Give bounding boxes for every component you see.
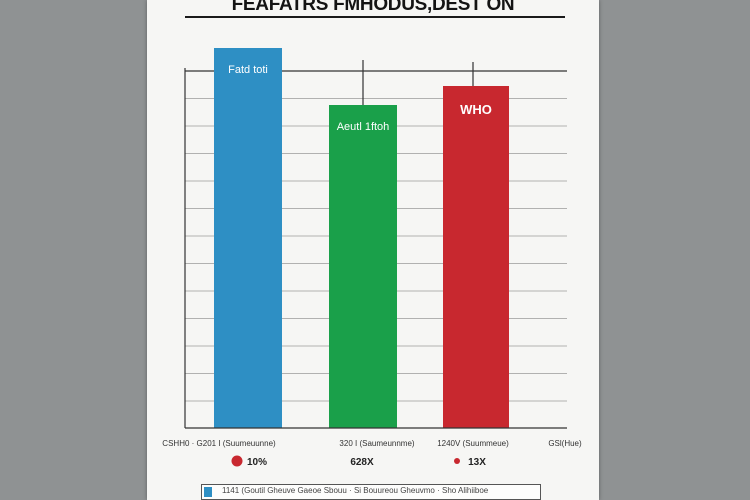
data-label: 13X [468, 457, 486, 468]
bar [214, 48, 282, 428]
bar-label: Fatd toti [228, 64, 268, 76]
tick-label: GSl(Hue) [548, 439, 582, 448]
data-marker [454, 458, 460, 464]
tick-label: 320 I (Saumeunnme) [339, 439, 414, 448]
footer-legend: 1141 (Goutil Gheuve Gaeoe Sbouu · Si Bou… [201, 484, 541, 500]
data-marker [231, 455, 243, 467]
bar [443, 86, 509, 428]
bar-label: WHO [460, 102, 492, 117]
bar-label: Aeutl 1ftoh [337, 121, 390, 133]
poster-sheet: FEAFATRS FMHODUS,DEST ON Fatd toti Aeutl … [147, 0, 599, 500]
title-underline [185, 16, 565, 18]
data-label: 628X [350, 457, 374, 468]
data-label: 10% [247, 457, 267, 468]
footer-swatch [204, 487, 212, 497]
chart-title: FEAFATRS FMHODUS,DEST ON [231, 0, 515, 15]
footer-text: 1141 (Goutil Gheuve Gaeoe Sbouu · Si Bou… [222, 486, 489, 495]
bar [329, 105, 397, 428]
tick-label: CSHH0 · G201 I (Suumeuunne) [162, 439, 276, 448]
tick-label: 1240V (Suummeue) [437, 439, 509, 448]
bar-chart: Fatd toti Aeutl 1ftoh WHO CSHH0 · G201 I (S… [162, 48, 582, 468]
